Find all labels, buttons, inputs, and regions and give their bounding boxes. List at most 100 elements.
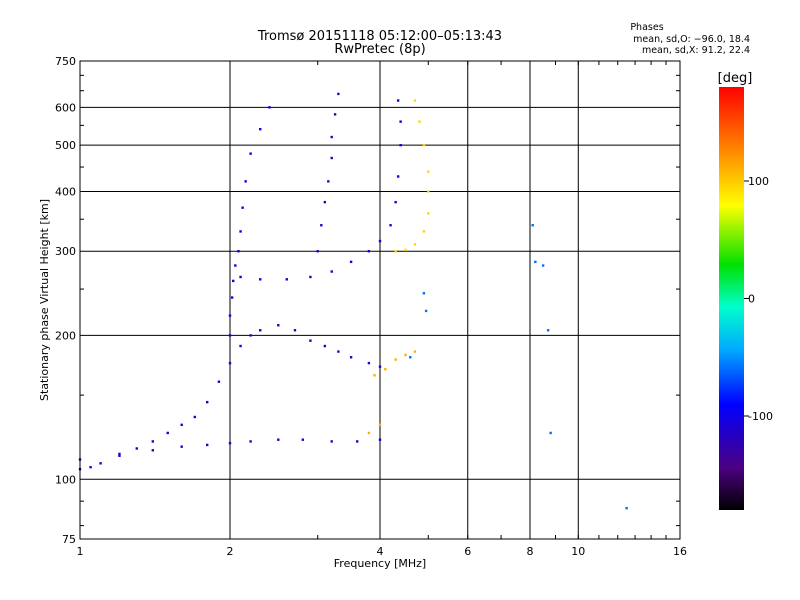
y-axis-label: Stationary phase Virtual Height [km]	[38, 199, 51, 401]
data-point	[337, 92, 340, 96]
data-point	[337, 350, 340, 353]
data-point	[151, 440, 155, 443]
data-point	[378, 365, 382, 368]
x-axis: 1 2 4 6 8 10 16	[77, 61, 687, 558]
data-point	[193, 415, 197, 419]
data-point	[349, 356, 353, 359]
colorbar-tick-label: 0	[748, 293, 755, 306]
data-point	[301, 438, 305, 441]
y-tick-label: 500	[55, 139, 76, 152]
y-tick-label: 100	[55, 473, 76, 486]
data-point	[396, 175, 400, 178]
data-point	[378, 438, 382, 441]
data-point	[241, 206, 244, 209]
data-point	[323, 200, 327, 204]
data-point	[239, 275, 242, 279]
data-point	[427, 212, 430, 215]
data-point	[418, 120, 421, 123]
data-point	[323, 344, 327, 348]
data-point	[205, 443, 209, 447]
data-point	[151, 449, 155, 452]
data-point	[277, 324, 280, 327]
colorbar-label: [deg]	[718, 71, 753, 86]
chart-subtitle: RwPretec (8p)	[334, 42, 425, 57]
data-point	[237, 250, 240, 253]
data-point	[166, 431, 169, 435]
data-point	[327, 180, 330, 183]
data-point	[239, 344, 242, 348]
x-tick-label: 6	[464, 545, 471, 558]
x-tick-label: 16	[673, 545, 687, 558]
y-tick-label: 200	[55, 329, 76, 342]
data-point	[249, 440, 252, 443]
data-point	[228, 361, 232, 365]
y-tick-label: 75	[62, 533, 76, 546]
data-point	[373, 374, 376, 377]
x-tick-label: 10	[571, 545, 585, 558]
data-point	[349, 260, 353, 264]
data-point	[378, 423, 382, 427]
stats-line-x: mean, sd,X: 91.2, 22.4	[642, 45, 750, 56]
colorbar	[719, 87, 744, 510]
data-point	[239, 230, 242, 233]
data-point	[367, 250, 371, 253]
data-point	[228, 441, 232, 445]
data-point	[330, 156, 333, 160]
stats-line-o: mean, sd,O: −96.0, 18.4	[633, 34, 750, 45]
data-point	[396, 99, 400, 102]
x-axis-label: Frequency [MHz]	[334, 557, 426, 570]
data-point	[205, 400, 209, 404]
data-point	[413, 99, 417, 102]
data-point	[217, 380, 221, 383]
stats-heading: Phases	[630, 22, 663, 33]
data-point	[244, 180, 247, 183]
data-point	[367, 361, 371, 365]
data-point	[424, 309, 428, 313]
data-point	[316, 250, 319, 253]
data-point	[234, 264, 237, 267]
data-point	[394, 250, 397, 253]
data-point	[394, 358, 397, 361]
data-point	[277, 438, 280, 441]
data-point	[135, 447, 138, 450]
data-points	[78, 92, 628, 510]
data-point	[534, 260, 537, 264]
data-point	[309, 339, 312, 342]
data-point	[232, 279, 235, 283]
data-point	[422, 292, 426, 295]
data-point	[320, 224, 323, 227]
data-point	[399, 120, 402, 123]
y-tick-label: 400	[55, 185, 76, 198]
data-point	[249, 334, 252, 337]
data-point	[99, 462, 102, 465]
x-tick-label: 1	[77, 545, 84, 558]
colorbar-tick-label: -100	[748, 410, 773, 423]
data-point	[422, 143, 426, 147]
data-point	[378, 239, 382, 243]
colorbar-tick-label: 100	[748, 175, 769, 188]
data-point	[427, 190, 430, 193]
data-point	[89, 465, 92, 469]
data-point	[333, 113, 337, 116]
y-axis: 75 100 200 300 400 500 600 750	[55, 55, 680, 546]
data-point	[422, 230, 426, 233]
data-point	[384, 367, 387, 371]
x-tick-label: 4	[377, 545, 384, 558]
data-point	[546, 329, 550, 332]
data-point	[531, 224, 534, 227]
data-point	[409, 356, 412, 359]
data-point	[367, 431, 371, 435]
data-point	[228, 314, 232, 317]
data-point	[118, 454, 121, 457]
x-tick-label: 8	[527, 545, 534, 558]
chart-title: Tromsø 20151118 05:12:00–05:13:43	[257, 29, 502, 44]
data-point	[541, 264, 545, 267]
data-point	[259, 329, 262, 332]
data-point	[118, 452, 121, 456]
data-point	[230, 296, 234, 299]
y-tick-label: 300	[55, 245, 76, 258]
data-point	[293, 329, 297, 332]
data-point	[413, 350, 417, 353]
data-point	[330, 440, 333, 443]
